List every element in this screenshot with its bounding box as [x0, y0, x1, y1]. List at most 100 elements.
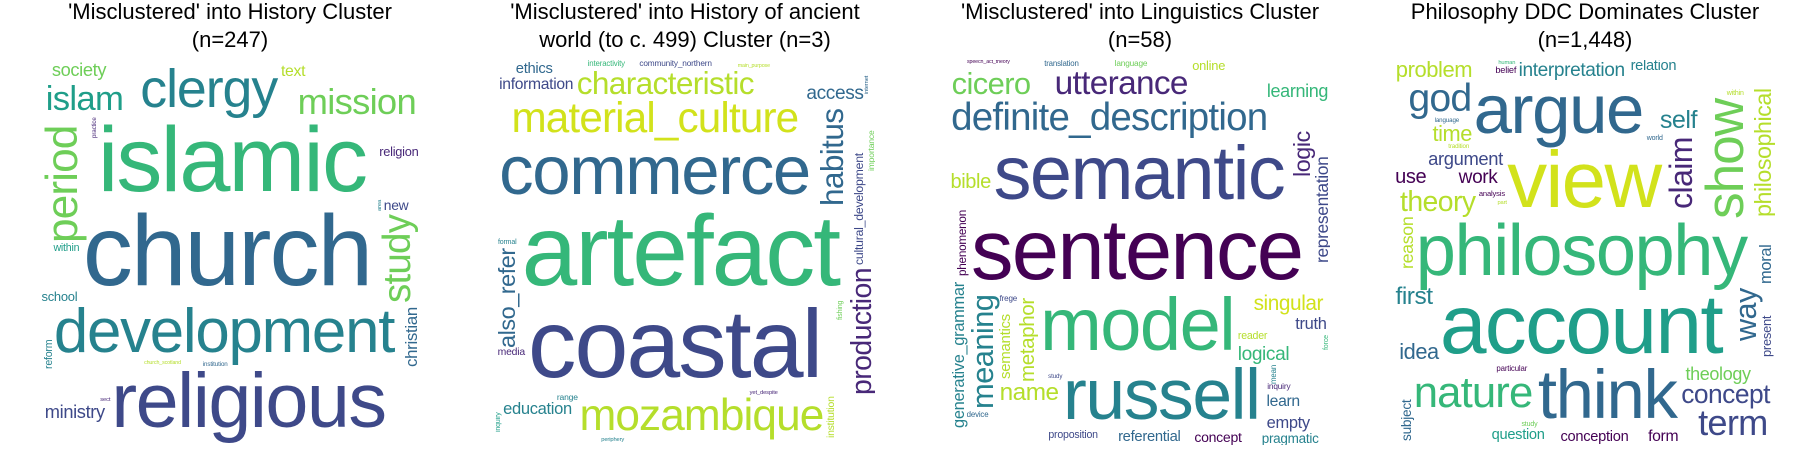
cloud-word: question [1491, 426, 1545, 443]
wordcloud-panel-philosophy: Philosophy DDC Dominates Cluster (n=1,44… [1395, 0, 1775, 450]
cloud-word: reform [42, 339, 55, 370]
panel-subtitle: world (to c. 499) Cluster (n=3) [539, 27, 831, 52]
cloud-word: truth [1295, 315, 1327, 334]
cloud-word: period [40, 125, 87, 243]
cloud-word: concept [1681, 378, 1770, 409]
cloud-word: self [1659, 105, 1698, 134]
cloud-word: meaning [965, 294, 1001, 410]
cloud-word: god [1408, 76, 1472, 121]
cloud-word: access [806, 82, 864, 104]
cloud-word: part [1497, 199, 1507, 206]
cloud-word: empty [1266, 414, 1311, 433]
cloud-word: mean [1269, 364, 1279, 384]
cloud-word: information [499, 75, 574, 93]
cloud-word: view [1507, 135, 1662, 225]
cloud-word: theology [1685, 363, 1751, 384]
cloud-word: human [1498, 60, 1516, 66]
cloud-word: relation [1630, 60, 1677, 75]
cloud-word: generative_grammar [950, 282, 968, 429]
cloud-word: mozambique [579, 391, 824, 441]
cloud-word: formal [497, 238, 517, 246]
cloud-word: inquiry [1267, 382, 1291, 392]
word-cloud: sentence semantic model russell definite_des… [950, 60, 1330, 445]
cloud-word: ministry [44, 401, 105, 423]
cloud-word: force [1323, 334, 1330, 350]
cloud-word: speech_act_theory [966, 60, 1010, 65]
cloud-word: claim [1663, 137, 1700, 210]
cloud-word: habitus [813, 108, 850, 207]
panel-subtitle: (n=247) [191, 27, 269, 52]
cloud-word: internet [863, 75, 870, 94]
cloud-word: islamic [97, 108, 368, 212]
cloud-word: characteristic [576, 64, 755, 101]
cloud-word: cultural_development [852, 152, 867, 265]
panel-subtitle: (n=58) [1107, 27, 1173, 52]
word-cloud: philosophy account view argue think nature sho… [1395, 60, 1775, 445]
cloud-word: institution [202, 360, 228, 368]
cloud-word: study [1048, 373, 1063, 381]
cloud-word: within [1726, 90, 1744, 98]
cloud-word: within [53, 241, 80, 254]
cloud-word: show [1695, 98, 1755, 219]
cloud-word: study [376, 214, 420, 304]
cloud-word: religious [111, 358, 387, 445]
cloud-word: subject [1399, 399, 1415, 441]
cloud-word: name [999, 378, 1059, 406]
panel-title: Philosophy DDC Dominates Cluster [1410, 0, 1760, 24]
cloud-word: language [1434, 116, 1460, 124]
cloud-word: tradition [1448, 143, 1470, 151]
cloud-word: moral [1757, 244, 1775, 285]
cloud-word: mission [297, 80, 417, 122]
cloud-word: philosophy [1415, 210, 1748, 291]
cloud-word: time [1432, 120, 1472, 146]
cloud-word: semantics [997, 314, 1015, 380]
cloud-word: school [41, 289, 78, 305]
cloud-word: representation [1311, 156, 1330, 263]
cloud-word: russell [1063, 354, 1261, 435]
panel-title: 'Misclustered' into Linguistics Cluster [960, 0, 1320, 24]
cloud-word: theory [1400, 185, 1476, 218]
cloud-word: definite_description [951, 95, 1268, 139]
cloud-word: church_scotland [144, 360, 181, 367]
panel-title: 'Misclustered' into History Cluster [68, 0, 392, 24]
cloud-word: production [846, 268, 875, 396]
cloud-word: institution [826, 396, 838, 438]
cloud-word: study [1521, 420, 1538, 428]
cloud-word: belief [1495, 65, 1517, 76]
cloud-word: interactivity [587, 60, 625, 68]
cloud-word: logical [1237, 343, 1290, 365]
cloud-word: artefact [521, 194, 841, 307]
cloud-word: ethics [515, 61, 553, 78]
wordcloud-panel-ancient-history: 'Misclustered' into History of ancient w… [495, 0, 875, 450]
cloud-word: commerce [499, 132, 811, 210]
cloud-word: pragmatic [1261, 430, 1319, 445]
cloud-word: christian [401, 307, 420, 367]
cloud-word: work [1458, 166, 1498, 188]
cloud-word: community_northern [639, 60, 712, 68]
cloud-word: sect [100, 396, 111, 403]
cloud-word: learning [1266, 80, 1329, 101]
cloud-word: cicero [951, 65, 1031, 101]
cloud-word: new [383, 197, 409, 214]
cloud-word: first [1395, 283, 1433, 311]
cloud-word: world [1646, 135, 1663, 143]
cloud-word: account [1439, 276, 1724, 371]
cloud-word: practice [90, 117, 98, 139]
cloud-word: bible [950, 171, 991, 194]
cloud-word: text [280, 63, 306, 81]
cloud-word: form [1648, 428, 1679, 445]
cloud-word: online [1192, 60, 1226, 74]
cloud-word: language [1114, 60, 1148, 68]
cloud-word: frege [999, 293, 1018, 303]
cloud-word: church [82, 194, 373, 307]
cloud-word: media [497, 346, 526, 358]
cloud-word: main_purpose [737, 63, 770, 70]
cloud-word: importance [865, 130, 875, 172]
cloud-word: analysis [1478, 188, 1505, 198]
cloud-word: term [1698, 401, 1768, 443]
cloud-word: material_culture [511, 93, 799, 141]
cloud-word: society [51, 60, 107, 80]
cloud-word: interpretation [1518, 60, 1625, 81]
cloud-word: model [1040, 282, 1236, 366]
cloud-word: way [1729, 288, 1764, 342]
